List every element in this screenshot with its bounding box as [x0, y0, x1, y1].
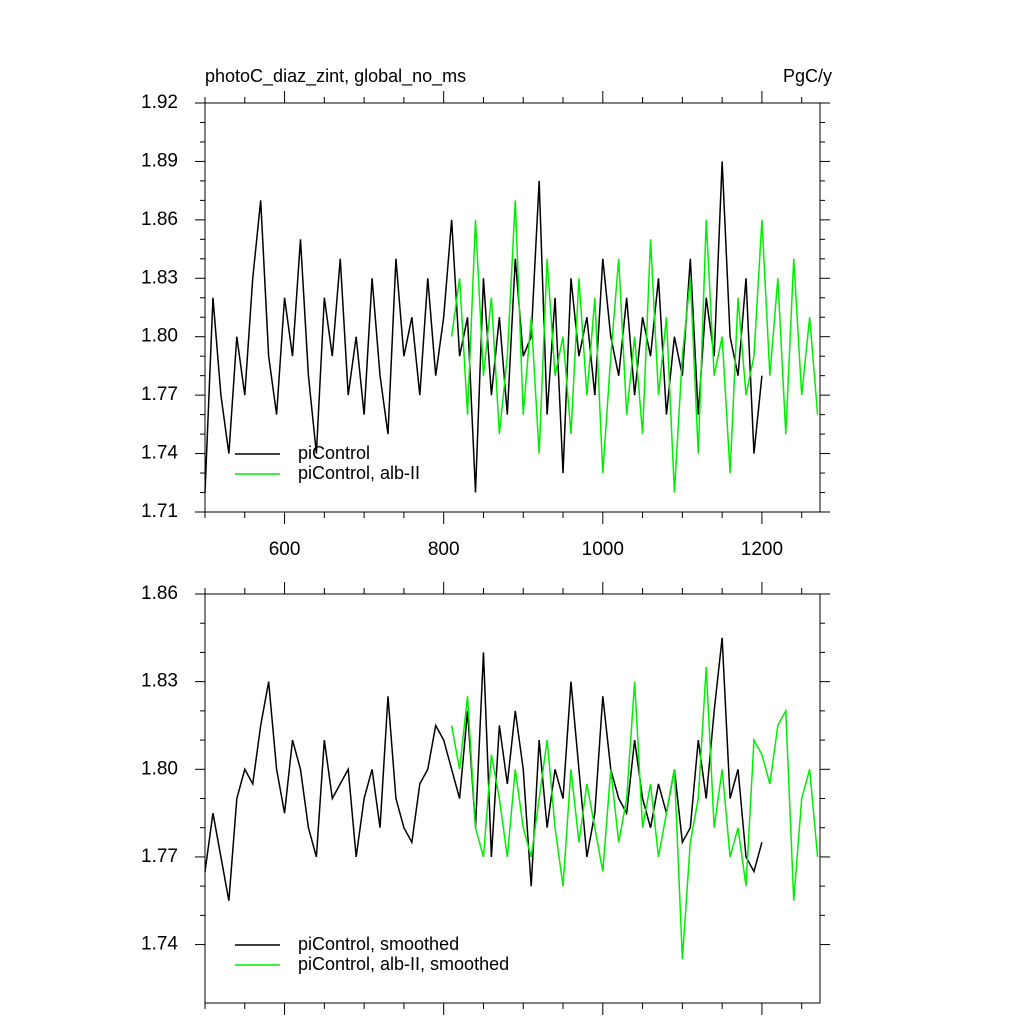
x-tick-label: 800 [428, 539, 460, 560]
data-line [204, 161, 763, 493]
x-tick-label: 600 [269, 539, 301, 560]
legend-label: piControl, alb-II [298, 463, 420, 483]
data-line [450, 666, 819, 960]
plot-frame [204, 102, 821, 513]
y-tick-label: 1.71 [141, 501, 178, 522]
y-tick-label: 1.74 [141, 934, 178, 955]
y-tick-label: 1.80 [141, 758, 178, 779]
legend-label: piControl [298, 443, 370, 463]
y-tick-label: 1.89 [141, 150, 178, 171]
chart-title: photoC_diaz_zint, global_no_ms [205, 66, 466, 87]
legend-label: piControl, smoothed [298, 934, 459, 954]
y-tick-label: 1.77 [141, 846, 178, 867]
y-tick-label: 1.83 [141, 671, 178, 692]
y-tick-label: 1.74 [141, 443, 178, 464]
x-tick-label: 1200 [741, 539, 783, 560]
x-tick-label: 1000 [582, 539, 624, 560]
y-tick-label: 1.80 [141, 326, 178, 347]
y-tick-label: 1.92 [141, 92, 178, 113]
units-label: PgC/y [783, 66, 832, 86]
y-tick-label: 1.83 [141, 267, 178, 288]
y-tick-label: 1.86 [141, 583, 178, 604]
y-tick-label: 1.86 [141, 209, 178, 230]
data-line [450, 200, 819, 493]
y-tick-label: 1.77 [141, 384, 178, 405]
legend-label: piControl, alb-II, smoothed [298, 954, 509, 974]
